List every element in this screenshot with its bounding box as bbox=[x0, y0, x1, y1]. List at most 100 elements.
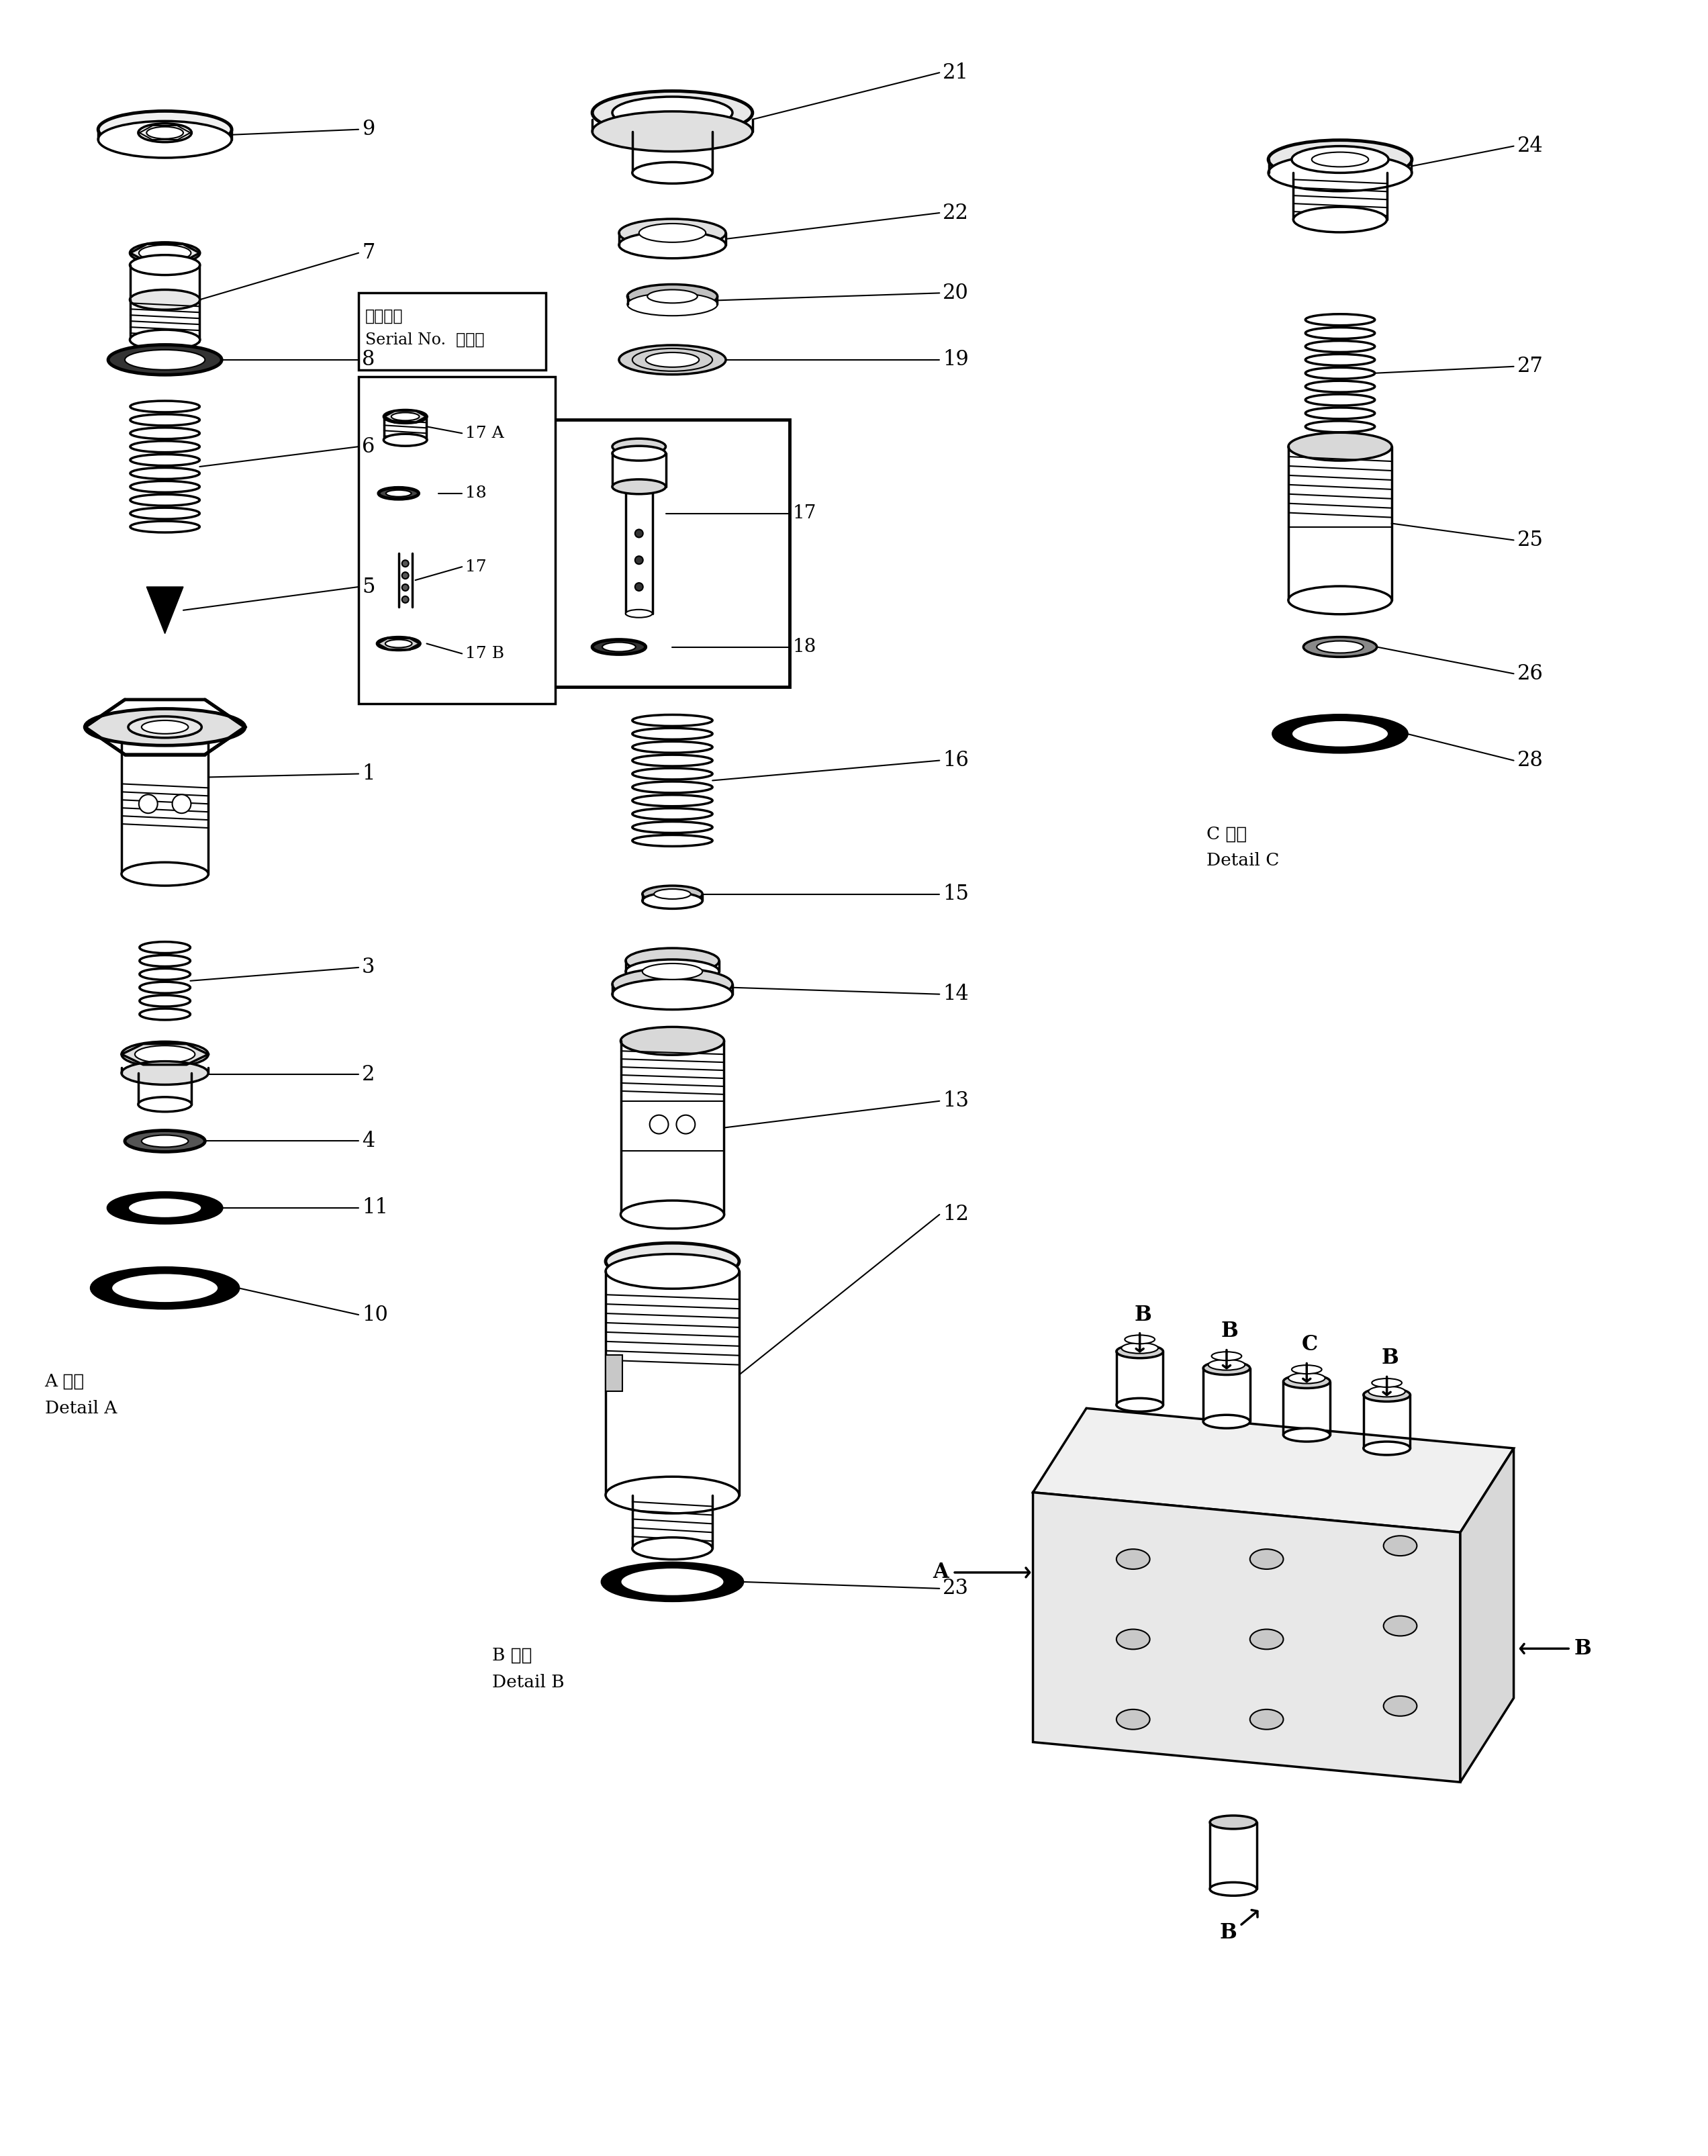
Text: 13: 13 bbox=[943, 1091, 968, 1112]
Ellipse shape bbox=[130, 289, 200, 310]
Text: 17: 17 bbox=[793, 505, 816, 522]
Ellipse shape bbox=[384, 433, 427, 446]
Text: 12: 12 bbox=[943, 1205, 968, 1225]
Bar bbox=[606, 1354, 622, 1391]
Ellipse shape bbox=[97, 121, 232, 157]
Ellipse shape bbox=[138, 1097, 191, 1112]
Ellipse shape bbox=[1288, 433, 1392, 461]
Ellipse shape bbox=[1291, 147, 1389, 172]
Text: 21: 21 bbox=[943, 63, 968, 84]
Text: 18: 18 bbox=[465, 485, 487, 500]
Ellipse shape bbox=[1383, 1535, 1418, 1557]
Text: 2: 2 bbox=[362, 1063, 376, 1084]
Ellipse shape bbox=[121, 1041, 208, 1067]
Bar bbox=[545, 420, 789, 688]
Ellipse shape bbox=[379, 487, 418, 498]
Ellipse shape bbox=[632, 349, 712, 371]
Ellipse shape bbox=[125, 1130, 205, 1151]
Text: 20: 20 bbox=[943, 282, 968, 304]
Text: 3: 3 bbox=[362, 957, 376, 979]
Polygon shape bbox=[1460, 1449, 1513, 1783]
Ellipse shape bbox=[1250, 1630, 1283, 1649]
Text: 23: 23 bbox=[943, 1578, 968, 1600]
Text: 14: 14 bbox=[943, 983, 968, 1005]
Text: 10: 10 bbox=[362, 1304, 388, 1326]
Ellipse shape bbox=[1208, 1360, 1245, 1371]
Ellipse shape bbox=[611, 479, 666, 494]
Text: 4: 4 bbox=[362, 1130, 374, 1151]
Ellipse shape bbox=[603, 1563, 743, 1600]
Ellipse shape bbox=[1269, 140, 1413, 179]
Ellipse shape bbox=[632, 162, 712, 183]
Ellipse shape bbox=[642, 964, 702, 979]
Text: 16: 16 bbox=[943, 750, 968, 772]
Ellipse shape bbox=[606, 1244, 740, 1281]
Ellipse shape bbox=[611, 979, 733, 1009]
Ellipse shape bbox=[603, 642, 635, 651]
Ellipse shape bbox=[386, 640, 412, 647]
Ellipse shape bbox=[620, 1201, 724, 1229]
Ellipse shape bbox=[1117, 1710, 1149, 1729]
Bar bbox=[359, 377, 555, 703]
Text: 7: 7 bbox=[362, 244, 374, 263]
Ellipse shape bbox=[128, 1199, 202, 1218]
Ellipse shape bbox=[121, 1061, 208, 1084]
Ellipse shape bbox=[625, 949, 719, 975]
Ellipse shape bbox=[627, 293, 717, 315]
Ellipse shape bbox=[1303, 636, 1377, 658]
Text: 26: 26 bbox=[1517, 664, 1542, 683]
Ellipse shape bbox=[642, 893, 702, 908]
Ellipse shape bbox=[1291, 720, 1389, 748]
Circle shape bbox=[173, 796, 191, 813]
Ellipse shape bbox=[1363, 1388, 1411, 1401]
Ellipse shape bbox=[1209, 1882, 1257, 1895]
Ellipse shape bbox=[125, 349, 205, 371]
Circle shape bbox=[401, 571, 408, 578]
Ellipse shape bbox=[620, 1567, 724, 1595]
Text: Detail A: Detail A bbox=[44, 1399, 116, 1416]
Ellipse shape bbox=[108, 1192, 222, 1222]
Circle shape bbox=[401, 561, 408, 567]
Ellipse shape bbox=[1291, 1365, 1322, 1373]
Circle shape bbox=[635, 530, 642, 537]
Circle shape bbox=[635, 556, 642, 565]
Text: 9: 9 bbox=[362, 119, 374, 140]
Circle shape bbox=[401, 597, 408, 604]
Ellipse shape bbox=[1363, 1442, 1411, 1455]
Circle shape bbox=[138, 796, 157, 813]
Polygon shape bbox=[147, 586, 183, 634]
Ellipse shape bbox=[384, 410, 427, 423]
Ellipse shape bbox=[642, 886, 702, 903]
Text: B: B bbox=[1573, 1639, 1592, 1658]
Ellipse shape bbox=[121, 862, 208, 886]
Polygon shape bbox=[1033, 1492, 1460, 1783]
Ellipse shape bbox=[618, 231, 726, 259]
Text: 17 B: 17 B bbox=[465, 647, 504, 662]
Text: 24: 24 bbox=[1517, 136, 1542, 157]
Text: B: B bbox=[1134, 1304, 1151, 1326]
Ellipse shape bbox=[135, 1046, 195, 1063]
Ellipse shape bbox=[593, 640, 646, 653]
Ellipse shape bbox=[1368, 1386, 1406, 1397]
Text: A: A bbox=[933, 1563, 948, 1583]
Ellipse shape bbox=[625, 959, 719, 983]
Ellipse shape bbox=[1250, 1710, 1283, 1729]
Text: 1: 1 bbox=[362, 763, 376, 785]
Text: 15: 15 bbox=[943, 884, 968, 903]
Text: 19: 19 bbox=[943, 349, 968, 371]
Ellipse shape bbox=[142, 1134, 188, 1147]
Ellipse shape bbox=[625, 610, 652, 617]
Ellipse shape bbox=[627, 285, 717, 308]
Ellipse shape bbox=[138, 246, 191, 261]
Text: 5: 5 bbox=[362, 576, 376, 597]
Ellipse shape bbox=[1293, 207, 1387, 233]
Ellipse shape bbox=[391, 412, 420, 420]
Text: 17 A: 17 A bbox=[465, 425, 504, 442]
Ellipse shape bbox=[606, 1477, 740, 1514]
Ellipse shape bbox=[1283, 1427, 1331, 1442]
Circle shape bbox=[649, 1115, 668, 1134]
Text: 11: 11 bbox=[362, 1197, 388, 1218]
Ellipse shape bbox=[647, 289, 697, 304]
Text: 28: 28 bbox=[1517, 750, 1542, 772]
Ellipse shape bbox=[1117, 1630, 1149, 1649]
